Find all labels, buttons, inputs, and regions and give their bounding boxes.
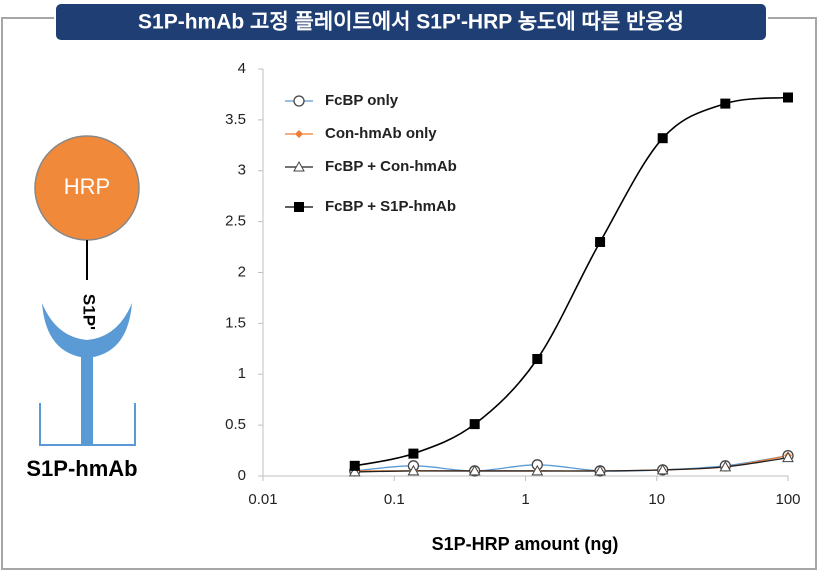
series-line [354,96,789,467]
legend-label: Con-hmAb only [325,125,437,142]
marker-triangle [782,451,794,463]
y-tick-label: 0 [238,467,246,484]
marker-triangle [407,464,420,476]
marker-square [469,419,480,430]
diagram: HRP S1P' S1P-hmAb [26,135,140,481]
y-tick-label: 2 [238,263,246,280]
marker-triangle [468,464,481,476]
y-tick-label: 4 [238,60,246,77]
y-tick-label: 3 [238,162,246,179]
marker-square [408,448,419,459]
legend-label: FcBP + S1P-hmAb [325,198,456,215]
marker-square [783,92,793,103]
legend-label: FcBP only [325,92,399,109]
marker-triangle [719,460,732,472]
y-tick-label: 1 [238,365,246,382]
well [39,403,136,446]
x-tick-label: 10 [648,491,665,508]
marker-square [294,202,304,212]
marker-triangle [531,464,544,476]
x-tick-label: 0.1 [384,491,405,508]
legend-label: FcBP + Con-hmAb [325,158,457,175]
marker-square [720,98,731,109]
chart-title: S1P-hmAb 고정 플레이트에서 S1P'-HRP 농도에 따른 반응성 [138,11,684,34]
antibody-arms [42,303,132,358]
x-tick-label: 0.01 [248,491,277,508]
marker-triangle [594,464,606,476]
title-banner [54,2,768,42]
marker-circle [293,95,305,107]
marker-square [532,353,543,364]
marker-diamond [295,130,303,138]
antibody-label: S1P-hmAb [26,456,137,481]
y-tick-label: 0.5 [225,416,246,433]
y-tick-label: 1.5 [225,314,246,331]
x-tick-label: 100 [775,491,800,508]
y-tick-label: 2.5 [225,213,246,230]
marker-triangle [656,463,669,475]
marker-square [595,236,606,247]
marker-triangle [348,465,361,477]
marker-triangle [293,160,305,172]
ligand-label: S1P' [80,294,99,330]
x-tick-label: 1 [521,491,529,508]
hrp-label: HRP [64,174,110,199]
marker-square [657,133,668,144]
frame [1,17,817,570]
antibody-stem [81,350,93,445]
marker-square [349,460,360,471]
y-tick-label: 3.5 [225,111,246,128]
x-axis-label: S1P-HRP amount (ng) [432,534,619,554]
